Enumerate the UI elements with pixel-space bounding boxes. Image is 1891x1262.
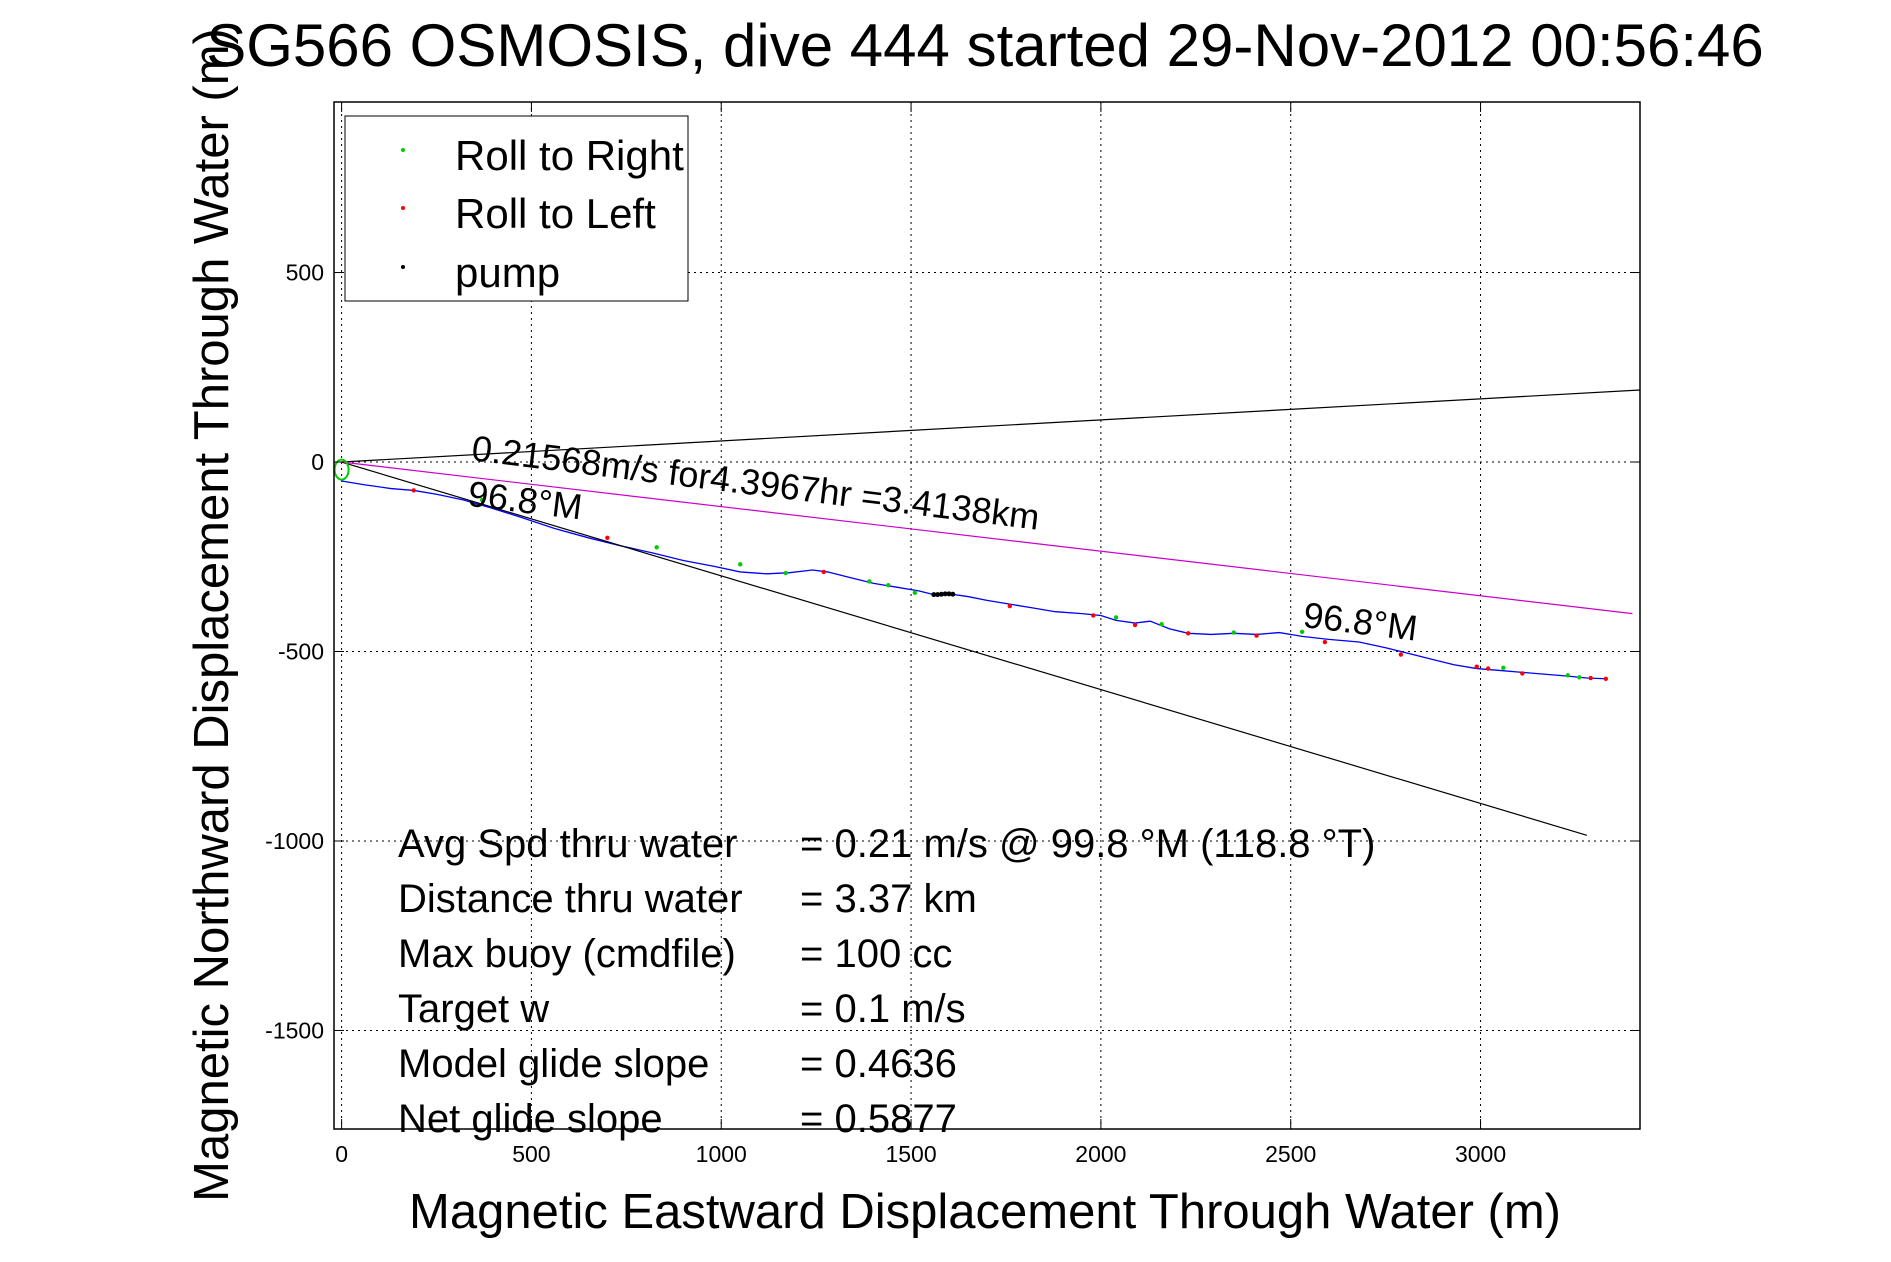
stat-label-avg-speed: Avg Spd thru water bbox=[398, 822, 737, 866]
point-roll-left bbox=[1588, 675, 1593, 681]
point-pump bbox=[931, 592, 937, 598]
point-roll-left bbox=[1474, 664, 1479, 669]
point-roll-left bbox=[605, 535, 610, 541]
stat-value-target-w: = 0.1 m/s bbox=[800, 987, 966, 1031]
point-roll-right bbox=[738, 562, 743, 567]
x-tick-label: 3000 bbox=[1455, 1141, 1506, 1167]
point-roll-right bbox=[1159, 622, 1164, 627]
legend-marker-pump bbox=[401, 265, 405, 269]
stat-value-distance: = 3.37 km bbox=[800, 877, 977, 921]
point-roll-right bbox=[886, 582, 891, 588]
point-roll-left bbox=[1603, 676, 1609, 681]
point-roll-left bbox=[1398, 652, 1404, 657]
point-roll-right bbox=[1113, 615, 1119, 620]
point-roll-right bbox=[1231, 630, 1236, 635]
stat-label-target-w: Target w bbox=[398, 987, 549, 1031]
legend-label-pump: pump bbox=[455, 249, 560, 296]
stat-label-model-glide: Model glide slope bbox=[398, 1042, 709, 1086]
point-roll-right bbox=[479, 497, 485, 503]
stats-block: Avg Spd thru water = 0.21 m/s @ 99.8 °M … bbox=[398, 822, 1375, 1141]
point-roll-left bbox=[1132, 622, 1138, 628]
y-tick-label: -500 bbox=[278, 639, 324, 665]
legend-marker-roll-left bbox=[401, 206, 405, 210]
point-pump bbox=[950, 591, 956, 597]
point-roll-left bbox=[1485, 666, 1491, 671]
point-roll-right bbox=[1299, 629, 1305, 634]
series-line-upper bbox=[341, 389, 1641, 463]
stat-label-max-buoy: Max buoy (cmdfile) bbox=[398, 932, 736, 976]
x-ticks: 0 500 1000 1500 2000 2500 3000 bbox=[335, 102, 1506, 1167]
point-roll-left bbox=[1254, 633, 1259, 638]
x-tick-label: 2000 bbox=[1075, 1141, 1126, 1167]
legend: Roll to Right Roll to Left pump bbox=[344, 115, 689, 302]
stat-value-model-glide: = 0.4636 bbox=[800, 1042, 957, 1086]
stat-label-net-glide: Net glide slope bbox=[398, 1097, 663, 1141]
y-ticks: 500 0 -500 -1000 -1500 bbox=[265, 260, 1640, 1043]
legend-label-roll-left: Roll to Left bbox=[455, 190, 656, 237]
point-roll-right bbox=[783, 570, 788, 576]
y-tick-label: -1500 bbox=[265, 1017, 324, 1043]
legend-marker-roll-right bbox=[401, 148, 405, 152]
point-pump bbox=[946, 591, 952, 597]
plot-frame bbox=[333, 101, 1641, 1130]
point-pump bbox=[938, 591, 944, 597]
stat-value-max-buoy: = 100 cc bbox=[800, 932, 952, 976]
series-line-lower bbox=[341, 461, 1588, 836]
point-roll-right bbox=[912, 590, 918, 595]
point-pump bbox=[942, 591, 948, 597]
markers bbox=[333, 458, 1609, 681]
y-tick-label: 500 bbox=[286, 260, 324, 286]
x-tick-label: 2500 bbox=[1265, 1141, 1316, 1167]
point-roll-right bbox=[1577, 675, 1582, 680]
chart-title: SG566 OSMOSIS, dive 444 started 29-Nov-2… bbox=[206, 12, 1764, 79]
point-roll-left bbox=[1007, 603, 1012, 609]
point-roll-right bbox=[1501, 665, 1506, 670]
point-roll-right bbox=[867, 579, 872, 584]
y-tick-label: 0 bbox=[311, 449, 324, 475]
x-tick-label: 1500 bbox=[885, 1141, 936, 1167]
stat-value-net-glide: = 0.5877 bbox=[800, 1097, 957, 1141]
y-tick-label: -1000 bbox=[265, 828, 324, 854]
x-axis-label: Magnetic Eastward Displacement Through W… bbox=[409, 1185, 1561, 1239]
point-roll-left bbox=[411, 488, 416, 493]
legend-label-roll-right: Roll to Right bbox=[455, 132, 684, 179]
y-axis-label: Magnetic Northward Displacement Through … bbox=[185, 28, 239, 1202]
point-roll-left bbox=[1186, 631, 1191, 636]
stat-value-avg-speed: = 0.21 m/s @ 99.8 °M (118.8 °T) bbox=[800, 822, 1375, 866]
point-roll-right bbox=[1565, 673, 1571, 678]
point-roll-left bbox=[1520, 671, 1525, 676]
series-line-avg bbox=[341, 461, 1633, 615]
x-tick-label: 0 bbox=[335, 1141, 348, 1167]
x-tick-label: 500 bbox=[512, 1141, 550, 1167]
point-roll-right bbox=[654, 545, 659, 550]
stat-label-distance: Distance thru water bbox=[398, 877, 743, 921]
point-pump bbox=[935, 592, 941, 598]
x-tick-label: 1000 bbox=[696, 1141, 747, 1167]
point-roll-left bbox=[1091, 613, 1096, 618]
point-roll-left bbox=[1322, 639, 1328, 645]
point-roll-left bbox=[821, 569, 826, 575]
